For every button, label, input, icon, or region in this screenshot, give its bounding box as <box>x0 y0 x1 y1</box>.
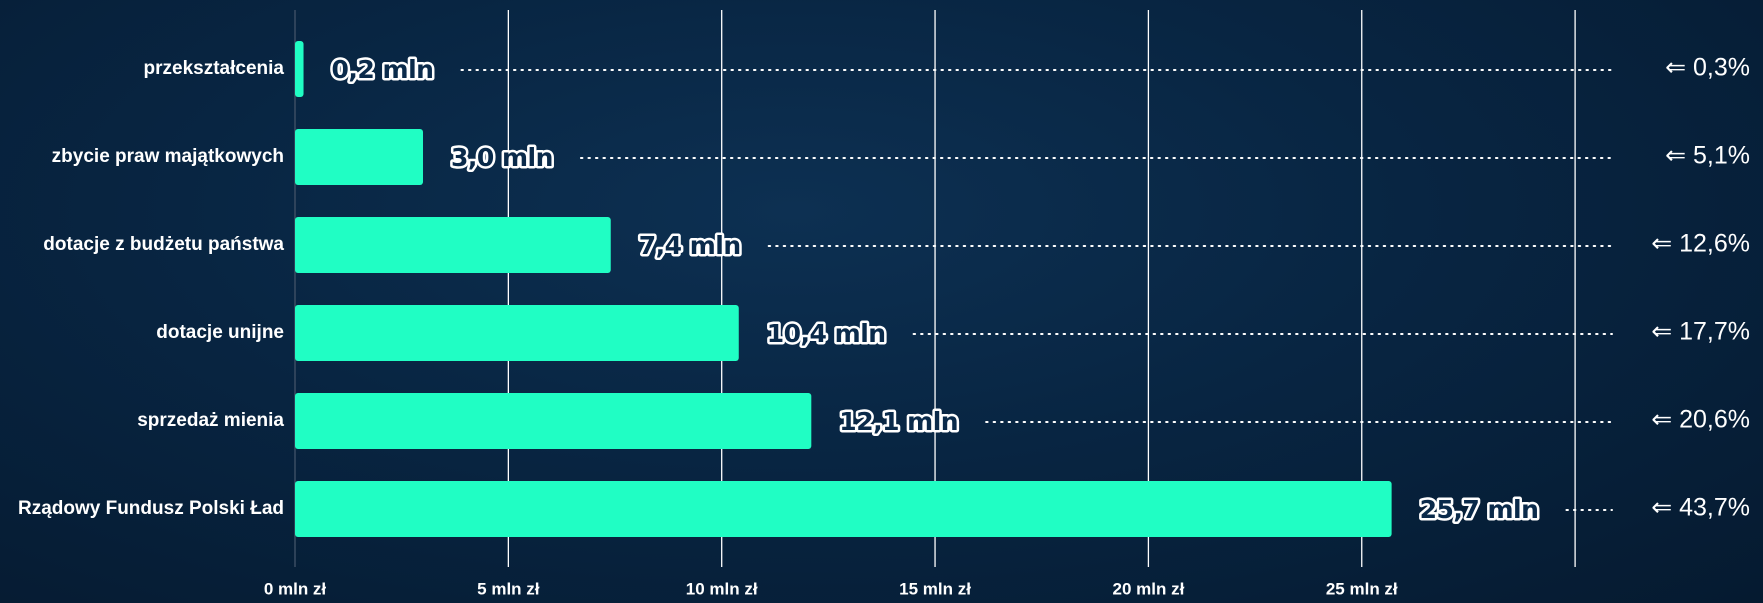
bars <box>295 41 1392 537</box>
value-label: 25,7 mln <box>1420 495 1539 524</box>
category-label: Rządowy Fundusz Polski Ład <box>18 498 284 519</box>
x-tick-label: 20 mln zł <box>1112 579 1184 598</box>
value-label: 0,2 mln <box>332 55 434 84</box>
bar <box>295 481 1392 537</box>
x-tick-label: 5 mln zł <box>477 579 540 598</box>
share-label: ⇐ 0,3% <box>1665 54 1750 82</box>
bar <box>295 129 424 185</box>
category-label: sprzedaż mienia <box>137 410 284 431</box>
share-label: ⇐ 20,6% <box>1651 406 1750 434</box>
bar <box>295 305 739 361</box>
x-tick-label: 25 mln zł <box>1326 579 1398 598</box>
bar <box>295 393 812 449</box>
value-label: 12,1 mln <box>839 407 958 436</box>
share-label: ⇐ 12,6% <box>1651 230 1750 258</box>
value-label: 3,0 mln <box>451 143 553 172</box>
value-label: 10,4 mln <box>767 319 886 348</box>
share-label: ⇐ 5,1% <box>1665 142 1750 170</box>
grid-lines <box>294 10 1576 567</box>
bar <box>295 217 611 273</box>
labels: 0 mln zł 5 mln zł 10 mln zł 15 mln zł 20 mln… <box>18 53 1750 599</box>
category-label: dotacje z budżetu państwa <box>43 234 284 255</box>
category-label: przekształcenia <box>144 58 285 79</box>
x-tick-label: 10 mln zł <box>686 579 758 598</box>
value-label: 7,4 mln <box>639 231 741 260</box>
x-tick-label: 0 mln zł <box>264 579 327 598</box>
bar <box>295 41 304 97</box>
share-label: ⇐ 43,7% <box>1651 494 1750 522</box>
share-label: ⇐ 17,7% <box>1651 318 1750 346</box>
x-tick-label: 15 mln zł <box>899 579 971 598</box>
category-label: dotacje unijne <box>156 322 284 343</box>
category-label: zbycie praw majątkowych <box>52 146 284 167</box>
